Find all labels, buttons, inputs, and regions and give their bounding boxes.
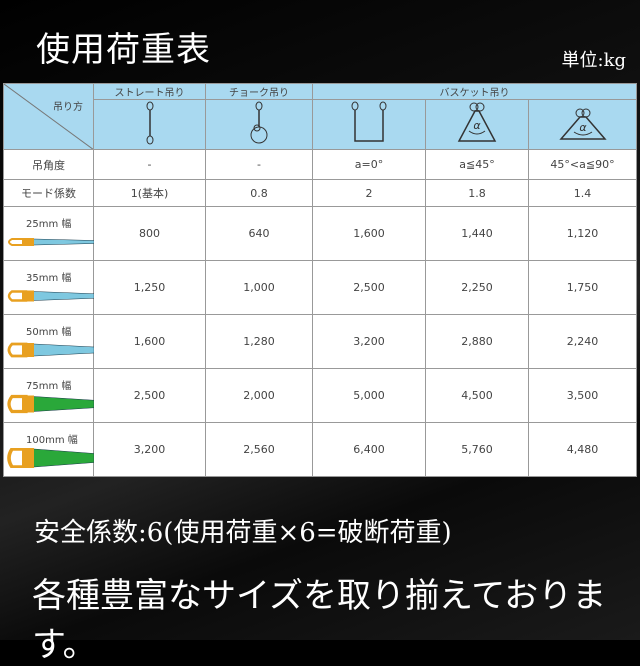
sling-width-label: 35mm 幅 bbox=[26, 273, 72, 284]
sling-width-label: 50mm 幅 bbox=[26, 327, 72, 338]
load-value-cell: 5,000 bbox=[312, 368, 426, 423]
mode-cell: 1.4 bbox=[527, 179, 638, 207]
load-value-cell: 1,750 bbox=[527, 260, 638, 315]
table-row: 100mm 幅 3,200 2,560 6,400 5,760 4,480 bbox=[3, 422, 638, 477]
choke-sling-icon bbox=[205, 99, 313, 150]
table-row: 25mm 幅 800 640 1,600 1,440 1,120 bbox=[3, 206, 638, 261]
load-value-cell: 2,500 bbox=[312, 260, 426, 315]
sling-width-label: 25mm 幅 bbox=[26, 219, 72, 230]
table-row: 75mm 幅 2,500 2,000 5,000 4,500 3,500 bbox=[3, 368, 638, 423]
corner-header: 吊り方 bbox=[3, 83, 94, 150]
mode-cell: 0.8 bbox=[205, 179, 313, 207]
load-value-cell: 1,000 bbox=[205, 260, 313, 315]
load-value-cell: 2,250 bbox=[425, 260, 529, 315]
load-value-cell: 640 bbox=[205, 206, 313, 261]
corner-label: 吊り方 bbox=[53, 102, 83, 113]
mode-cell: 1.8 bbox=[425, 179, 529, 207]
sling-width-cell: 50mm 幅 bbox=[3, 314, 94, 369]
straight-sling-icon bbox=[93, 99, 206, 150]
sling-width-cell: 25mm 幅 bbox=[3, 206, 94, 261]
load-value-cell: 3,500 bbox=[527, 368, 638, 423]
sling-image-icon bbox=[7, 394, 94, 414]
sling-image-icon bbox=[7, 448, 94, 468]
svg-text:α: α bbox=[473, 119, 481, 132]
angle-cell: - bbox=[93, 149, 206, 180]
load-value-cell: 1,120 bbox=[527, 206, 638, 261]
sling-image-icon bbox=[7, 290, 94, 302]
sling-width-cell: 100mm 幅 bbox=[3, 422, 94, 477]
safety-factor-text: 安全係数:6(使用荷重×6=破断荷重) bbox=[34, 518, 452, 548]
basket-vertical-icon bbox=[312, 99, 426, 150]
mode-cell: 2 bbox=[312, 179, 426, 207]
sling-width-cell: 35mm 幅 bbox=[3, 260, 94, 315]
load-value-cell: 5,760 bbox=[425, 422, 529, 477]
mode-cell: 1(基本) bbox=[93, 179, 206, 207]
load-value-cell: 1,600 bbox=[93, 314, 206, 369]
sling-image-icon bbox=[7, 342, 94, 358]
load-value-cell: 2,240 bbox=[527, 314, 638, 369]
sling-width-label: 100mm 幅 bbox=[26, 435, 78, 446]
svg-text:α: α bbox=[579, 121, 587, 134]
load-value-cell: 3,200 bbox=[93, 422, 206, 477]
load-value-cell: 2,000 bbox=[205, 368, 313, 423]
load-value-cell: 4,480 bbox=[527, 422, 638, 477]
angle-cell: a=0° bbox=[312, 149, 426, 180]
load-value-cell: 1,250 bbox=[93, 260, 206, 315]
angle-label: 吊角度 bbox=[3, 149, 94, 180]
load-value-cell: 2,880 bbox=[425, 314, 529, 369]
diagonal-line bbox=[4, 84, 93, 149]
load-value-cell: 2,500 bbox=[93, 368, 206, 423]
page-title: 使用荷重表 bbox=[36, 30, 211, 70]
method-basket: バスケット吊り bbox=[311, 83, 638, 100]
basket-90-icon: α bbox=[527, 99, 638, 150]
angle-cell: - bbox=[205, 149, 313, 180]
angle-cell: 45°<a≦90° bbox=[527, 149, 638, 180]
load-value-cell: 800 bbox=[93, 206, 206, 261]
load-value-cell: 1,280 bbox=[205, 314, 313, 369]
load-value-cell: 1,600 bbox=[312, 206, 426, 261]
tagline-text: 各種豊富なサイズを取り揃えております。 bbox=[32, 576, 607, 665]
unit-label: 単位:kg bbox=[561, 50, 627, 71]
sling-width-cell: 75mm 幅 bbox=[3, 368, 94, 423]
table-row: 35mm 幅 1,250 1,000 2,500 2,250 1,750 bbox=[3, 260, 638, 315]
load-table: 吊り方 ストレート吊り チョーク吊り バスケット吊り α α 吊角度 - - a… bbox=[3, 83, 638, 477]
sling-image-icon bbox=[8, 238, 94, 246]
load-value-cell: 6,400 bbox=[312, 422, 426, 477]
method-straight: ストレート吊り bbox=[93, 83, 206, 100]
method-choke: チョーク吊り bbox=[205, 83, 313, 100]
load-value-cell: 3,200 bbox=[312, 314, 426, 369]
table-row: 50mm 幅 1,600 1,280 3,200 2,880 2,240 bbox=[3, 314, 638, 369]
mode-label: モード係数 bbox=[3, 179, 94, 207]
sling-width-label: 75mm 幅 bbox=[26, 381, 72, 392]
load-value-cell: 1,440 bbox=[425, 206, 529, 261]
basket-45-icon: α bbox=[425, 99, 529, 150]
load-value-cell: 4,500 bbox=[425, 368, 529, 423]
load-value-cell: 2,560 bbox=[205, 422, 313, 477]
angle-cell: a≦45° bbox=[425, 149, 529, 180]
